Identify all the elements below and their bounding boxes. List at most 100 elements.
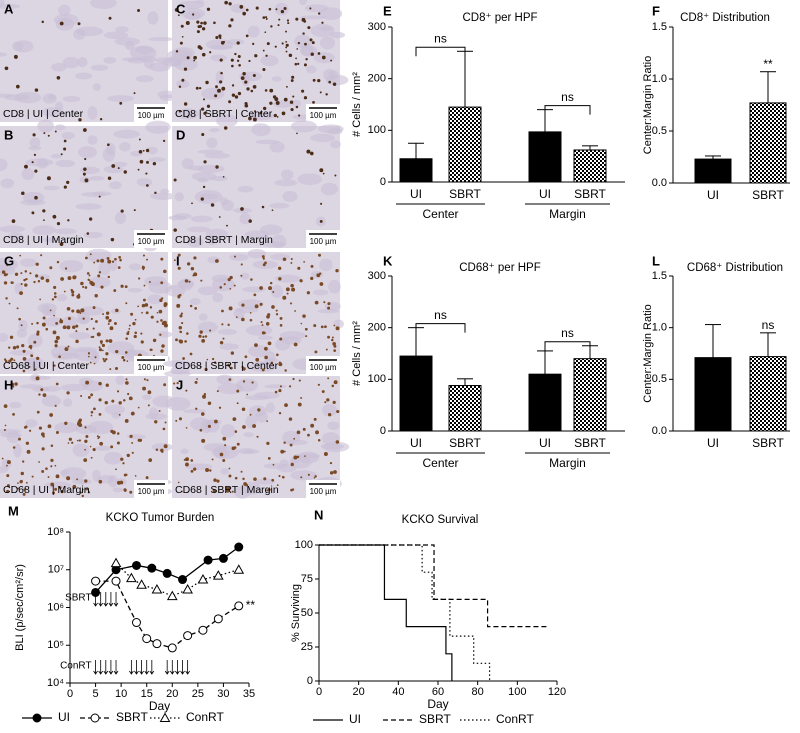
tissue-texture	[51, 62, 67, 72]
stained-cell	[197, 25, 201, 29]
stained-cell	[206, 358, 209, 361]
tissue-texture	[264, 384, 287, 389]
tissue-texture	[270, 284, 284, 299]
stained-cell	[34, 169, 38, 173]
stained-cell	[298, 114, 301, 117]
stained-cell	[200, 21, 203, 25]
stained-cell	[134, 318, 137, 321]
stained-cell	[8, 302, 11, 305]
stained-cell	[54, 464, 57, 467]
stained-cell	[274, 45, 277, 48]
stained-cell	[96, 332, 101, 337]
stained-cell	[64, 421, 68, 425]
stained-cell	[98, 436, 101, 438]
tissue-texture	[147, 294, 163, 305]
stained-cell	[265, 18, 268, 20]
tissue-texture	[0, 225, 26, 233]
stained-cell	[228, 100, 232, 104]
stained-cell	[193, 55, 197, 60]
stained-cell	[193, 272, 198, 277]
stained-cell	[118, 256, 122, 259]
stained-cell	[63, 185, 67, 189]
stained-cell	[327, 412, 332, 417]
stained-cell	[257, 408, 261, 412]
stained-cell	[108, 320, 111, 323]
stained-cell	[6, 489, 10, 494]
stained-cell	[81, 494, 84, 498]
stained-cell	[13, 359, 16, 362]
stained-cell	[313, 324, 317, 328]
stained-cell	[11, 219, 16, 223]
stained-cell	[94, 294, 98, 298]
tissue-texture	[18, 319, 28, 332]
stained-cell	[105, 311, 110, 315]
stained-cell	[118, 413, 121, 416]
stained-cell	[322, 172, 325, 175]
tissue-texture	[98, 261, 111, 276]
stained-cell	[255, 357, 260, 362]
tissue-texture	[327, 421, 340, 430]
stained-cell	[179, 41, 183, 45]
stained-cell	[119, 101, 123, 105]
stained-cell	[296, 430, 301, 435]
stained-cell	[152, 162, 157, 166]
tissue-texture	[147, 11, 159, 25]
stained-cell	[73, 275, 77, 279]
stained-cell	[303, 63, 307, 67]
stained-cell	[107, 176, 112, 180]
stained-cell	[56, 75, 61, 80]
stained-cell	[20, 282, 23, 286]
stained-cell	[317, 383, 320, 386]
stained-cell	[275, 8, 278, 11]
tissue-texture	[9, 401, 22, 409]
stained-cell	[254, 343, 258, 348]
stained-cell	[217, 88, 221, 93]
data-point	[111, 576, 121, 586]
tissue-texture	[0, 3, 21, 9]
treatment-arrow	[164, 660, 170, 675]
treatment-arrow	[113, 660, 119, 675]
stained-cell	[184, 279, 189, 283]
tissue-texture	[205, 228, 228, 240]
tissue-texture	[181, 158, 194, 170]
stained-cell	[260, 321, 263, 324]
stained-cell	[60, 490, 64, 494]
stained-cell	[267, 456, 271, 460]
tissue-texture	[28, 145, 42, 151]
bar	[694, 357, 732, 432]
stained-cell	[55, 382, 59, 386]
stained-cell	[327, 306, 331, 310]
stained-cell	[285, 46, 288, 49]
stained-cell	[185, 427, 188, 429]
stained-cell	[50, 465, 53, 468]
tissue-texture	[267, 351, 276, 363]
tissue-texture	[269, 141, 285, 153]
x-tick-label: 0	[67, 688, 73, 700]
tissue-texture	[254, 478, 275, 485]
stained-cell	[310, 276, 314, 281]
y-tick-label: 100	[295, 539, 313, 551]
stained-cell	[129, 434, 133, 438]
stained-cell	[24, 164, 28, 169]
tissue-texture	[59, 260, 84, 273]
stained-cell	[134, 331, 138, 335]
stained-cell	[149, 281, 151, 283]
stained-cell	[236, 41, 240, 45]
tissue-texture	[44, 308, 56, 317]
stained-cell	[320, 202, 323, 205]
micrograph-caption: CD68 | UI | Margin	[3, 484, 90, 496]
stained-cell	[85, 435, 89, 439]
stained-cell	[327, 335, 331, 339]
stained-cell	[91, 335, 95, 339]
stained-cell	[80, 395, 83, 398]
y-axis-label: BLI (p/sec/cm²/sr)	[14, 564, 26, 651]
stained-cell	[241, 365, 244, 369]
tissue-texture	[209, 44, 233, 50]
tissue-texture	[103, 451, 123, 465]
stained-cell	[219, 58, 223, 62]
stained-cell	[221, 323, 224, 326]
stained-cell	[87, 278, 90, 281]
stained-cell	[79, 311, 81, 313]
treatment-arrow	[134, 660, 139, 675]
